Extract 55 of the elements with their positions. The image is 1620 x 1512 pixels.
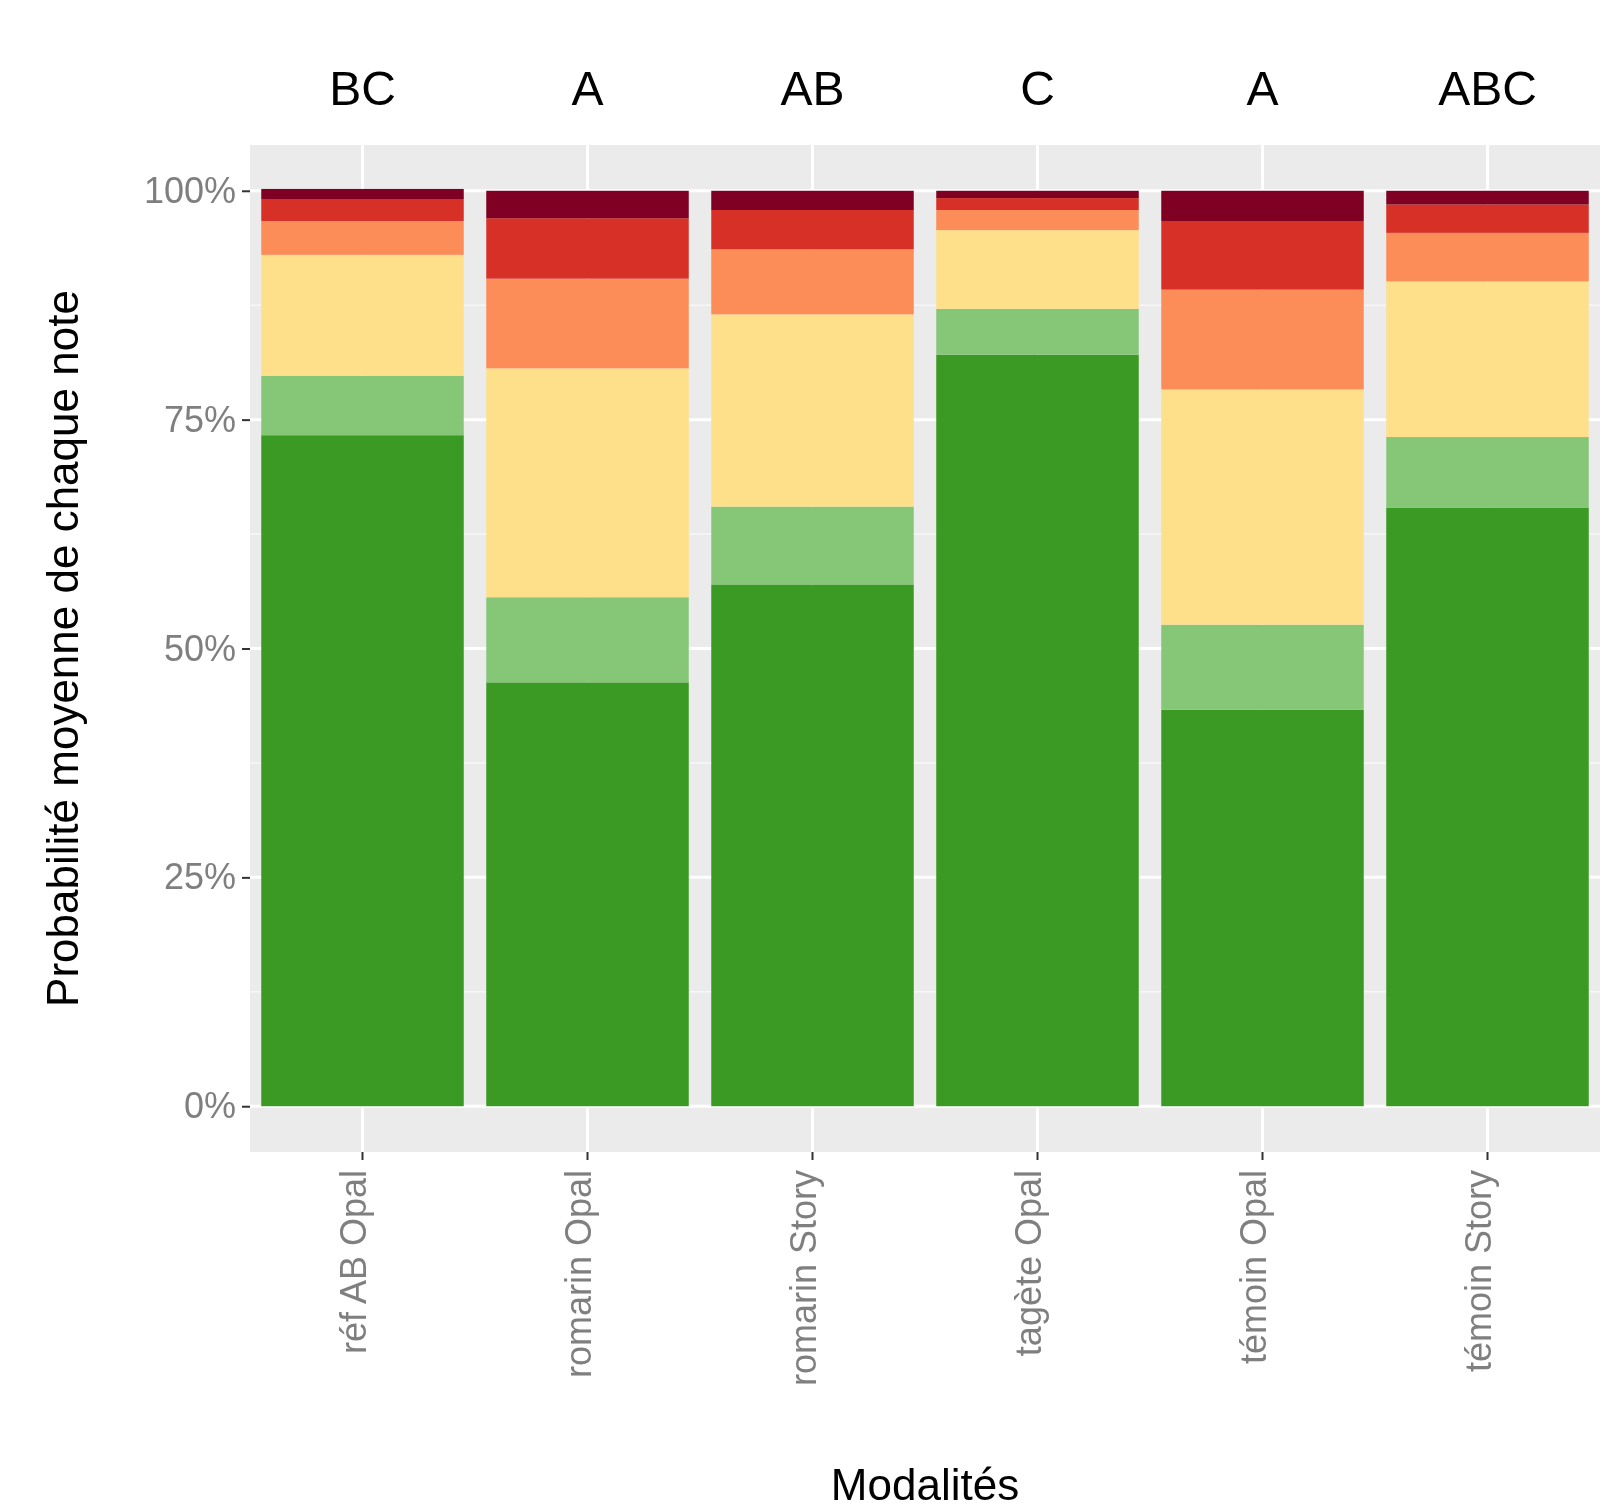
x-tick-label: tagète Opal bbox=[1007, 1170, 1049, 1357]
bar bbox=[936, 198, 1139, 210]
x-tick-label: romarin Opal bbox=[557, 1170, 599, 1379]
y-tick-label: 0% bbox=[183, 1085, 236, 1127]
bar bbox=[1386, 281, 1589, 438]
bar bbox=[1161, 220, 1364, 290]
y-axis-title: Probabilité moyenne de chaque note bbox=[38, 290, 87, 1007]
bar bbox=[711, 190, 914, 210]
bar bbox=[1386, 190, 1589, 205]
x-axis-title: Modalités bbox=[830, 1460, 1020, 1509]
bar bbox=[261, 254, 464, 376]
bar bbox=[1161, 190, 1364, 221]
bar bbox=[711, 210, 914, 250]
bar bbox=[936, 308, 1139, 355]
bar bbox=[936, 190, 1139, 199]
bar bbox=[711, 314, 914, 507]
bar bbox=[1386, 204, 1589, 233]
bar bbox=[1386, 232, 1589, 282]
y-tick-label: 100% bbox=[143, 169, 236, 211]
bar bbox=[486, 682, 689, 1107]
bar bbox=[486, 597, 689, 683]
bar bbox=[936, 230, 1139, 309]
bar bbox=[711, 506, 914, 585]
text: A bbox=[1246, 62, 1279, 115]
bar bbox=[1386, 507, 1589, 1107]
y-tick-label: 25% bbox=[163, 856, 236, 898]
x-tick-label: témoin Story bbox=[1457, 1170, 1499, 1373]
text: ABC bbox=[1438, 62, 1537, 115]
y-tick-label: 75% bbox=[163, 398, 236, 440]
bar bbox=[261, 188, 464, 200]
x-tick-label: réf AB Opal bbox=[332, 1170, 374, 1355]
x-tick-label: romarin Story bbox=[782, 1170, 824, 1387]
bar bbox=[261, 375, 464, 436]
text: AB bbox=[780, 62, 845, 115]
bar bbox=[261, 435, 464, 1107]
text: A bbox=[571, 62, 604, 115]
y-tick-label: 50% bbox=[163, 627, 236, 669]
bar bbox=[1161, 709, 1364, 1107]
bar bbox=[261, 220, 464, 255]
bar bbox=[261, 199, 464, 221]
bar bbox=[1161, 289, 1364, 390]
bar bbox=[1161, 389, 1364, 625]
bar bbox=[486, 278, 689, 369]
text: BC bbox=[329, 62, 396, 115]
bar bbox=[486, 368, 689, 598]
bar bbox=[936, 210, 1139, 231]
bar bbox=[1161, 624, 1364, 710]
text: C bbox=[1020, 62, 1055, 115]
bar bbox=[936, 354, 1139, 1107]
x-tick-label: témoin Opal bbox=[1232, 1170, 1274, 1365]
bar bbox=[1386, 437, 1589, 508]
bar bbox=[486, 218, 689, 279]
bar bbox=[711, 249, 914, 315]
bar bbox=[711, 584, 914, 1107]
bar bbox=[486, 190, 689, 219]
